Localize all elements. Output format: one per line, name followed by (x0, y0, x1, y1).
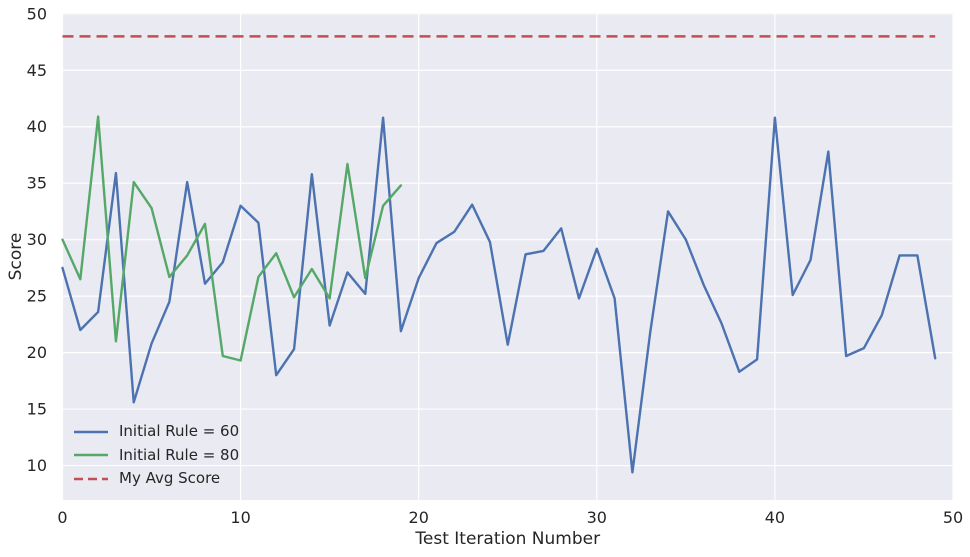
legend-line-sample-blue (74, 430, 108, 434)
gridlines (61, 13, 954, 500)
series-line-initial-rule-60 (61, 116, 937, 474)
y-tick-label: 45 (27, 61, 47, 80)
series-polyline (61, 116, 937, 474)
y-axis-label: Score (6, 233, 26, 281)
y-tick-label: 25 (27, 287, 47, 306)
x-tick-label: 30 (587, 508, 607, 527)
legend-label: Initial Rule = 60 (119, 422, 240, 441)
legend-label: Initial Rule = 80 (119, 445, 240, 464)
x-tick-label: 10 (230, 508, 250, 527)
y-tick-label: 35 (27, 174, 47, 193)
plot-area (62, 13, 953, 500)
y-tick-label: 20 (27, 343, 47, 362)
x-tick-label: 0 (57, 508, 67, 527)
legend-item-my-avg-score: My Avg Score (73, 467, 239, 491)
x-tick-label: 40 (765, 508, 785, 527)
legend: Initial Rule = 60 Initial Rule = 80 My A… (73, 420, 239, 491)
legend-line-sample-green (74, 454, 108, 457)
y-tick-label: 40 (27, 117, 47, 136)
tick-labels: 10 15 20 25 30 35 40 45 50 0 10 20 30 40 50 (27, 4, 964, 527)
y-tick-label: 30 (27, 230, 47, 249)
legend-label: My Avg Score (119, 469, 221, 488)
y-tick-label: 50 (27, 4, 47, 23)
series-line-initial-rule-80 (61, 115, 403, 362)
x-axis-label: Test Iteration Number (414, 529, 600, 549)
y-tick-label: 15 (27, 400, 47, 419)
x-tick-label: 50 (943, 508, 963, 527)
y-tick-label: 10 (27, 456, 47, 475)
x-tick-label: 20 (409, 508, 429, 527)
series-polyline (61, 115, 403, 362)
legend-item-initial-rule-80: Initial Rule = 80 (73, 444, 239, 468)
legend-item-initial-rule-60: Initial Rule = 60 (73, 420, 239, 444)
legend-line-sample-red-dashed (74, 477, 108, 481)
